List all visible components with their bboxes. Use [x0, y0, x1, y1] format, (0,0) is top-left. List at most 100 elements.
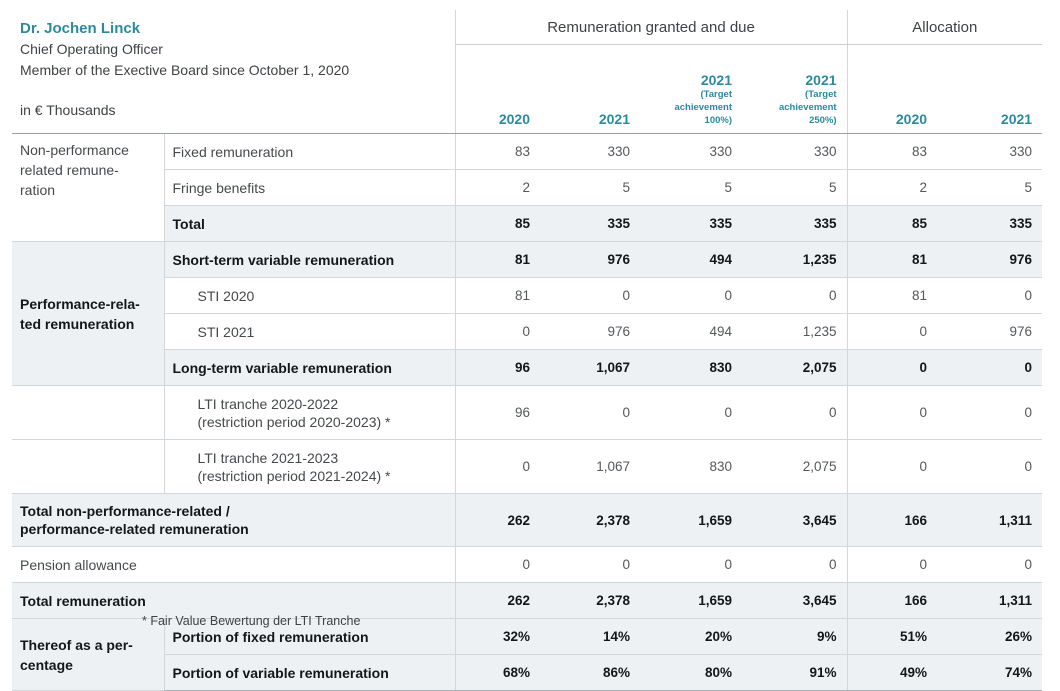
table-row: Total remuneration 262 2,378 1,659 3,645…: [12, 582, 1043, 619]
unit-label: in € Thousands: [20, 102, 116, 118]
table-row: Fringe benefits 2 5 5 5 2 5: [12, 169, 1043, 206]
table-row: STI 2020 81 0 0 0 81 0: [12, 277, 1043, 314]
value-cell: 0: [937, 546, 1043, 583]
value-cell: 335: [937, 205, 1043, 242]
person-name: Dr. Jochen Linck: [20, 20, 141, 37]
value-cell: 0: [640, 546, 743, 583]
value-cell: 494: [640, 313, 743, 350]
column-header-2021-target-250: 2021 (Target achievement 250%): [742, 44, 848, 134]
value-cell: 83: [846, 133, 938, 170]
value-cell: 2,075: [742, 349, 848, 386]
value-cell: 20%: [640, 618, 743, 655]
value-cell: 2,378: [540, 582, 641, 619]
table-row: LTI tranche 2021-2023 (restriction perio…: [12, 439, 1043, 494]
footnote: * Fair Value Bewertung der LTI Tranche: [142, 614, 361, 628]
table-row: Non-performance related remune- ration F…: [12, 133, 1043, 242]
value-cell: 0: [540, 546, 641, 583]
value-cell: 1,311: [937, 582, 1043, 619]
column-header-allocation-2021: 2021: [937, 44, 1043, 134]
row-label: Long-term variable remuneration: [164, 349, 456, 386]
value-cell: 0: [846, 349, 938, 386]
value-cell: 5: [937, 169, 1043, 206]
value-cell: 330: [937, 133, 1043, 170]
value-cell: 0: [846, 313, 938, 350]
table-row: Portion of variable remuneration 68% 86%…: [12, 654, 1043, 691]
table-row: STI 2021 0 976 494 1,235 0 976: [12, 313, 1043, 350]
group-header-allocation: Allocation: [846, 10, 1043, 45]
value-cell: 2,378: [540, 493, 641, 547]
value-cell: 83: [454, 133, 541, 170]
table-row: Total 85 335 335 335 85 335: [12, 205, 1043, 242]
value-cell: 3,645: [742, 493, 848, 547]
table-row: Performance-rela- ted remuneration Short…: [12, 241, 1043, 386]
row-label: Short-term variable remuneration: [164, 241, 456, 278]
row-label: STI 2021: [164, 313, 456, 350]
value-cell: 0: [454, 439, 541, 494]
value-cell: 0: [454, 313, 541, 350]
row-label: STI 2020: [164, 277, 456, 314]
value-cell: 74%: [937, 654, 1043, 691]
value-cell: 80%: [640, 654, 743, 691]
value-cell: 0: [742, 546, 848, 583]
value-cell: 976: [937, 241, 1043, 278]
value-cell: 262: [454, 582, 541, 619]
row-label: Total remuneration: [12, 582, 456, 619]
person-title: Chief Operating Officer: [20, 41, 163, 57]
value-cell: 14%: [540, 618, 641, 655]
value-cell: 330: [640, 133, 743, 170]
column-header-2020: 2020: [454, 44, 541, 134]
value-cell: 32%: [454, 618, 541, 655]
value-cell: 0: [640, 385, 743, 440]
value-cell: 1,311: [937, 493, 1043, 547]
value-cell: 830: [640, 349, 743, 386]
row-label: LTI tranche 2021-2023 (restriction perio…: [164, 439, 456, 494]
value-cell: 1,067: [540, 439, 641, 494]
value-cell: 494: [640, 241, 743, 278]
value-cell: 91%: [742, 654, 848, 691]
value-cell: 81: [846, 277, 938, 314]
table-row: Long-term variable remuneration 96 1,067…: [12, 349, 1043, 386]
value-cell: 0: [640, 277, 743, 314]
value-cell: 0: [846, 546, 938, 583]
row-group-label-performance: Performance-rela- ted remuneration: [12, 241, 165, 386]
value-cell: 51%: [846, 618, 938, 655]
value-cell: 81: [454, 277, 541, 314]
value-cell: 0: [937, 349, 1043, 386]
value-cell: 2: [454, 169, 541, 206]
value-cell: 262: [454, 493, 541, 547]
column-header-2021: 2021: [540, 44, 641, 134]
row-label: Total non-performance-related / performa…: [12, 493, 456, 547]
value-cell: 0: [937, 439, 1043, 494]
value-cell: 96: [454, 385, 541, 440]
value-cell: 0: [540, 385, 641, 440]
value-cell: 81: [454, 241, 541, 278]
person-tenure: Member of the Exective Board since Octob…: [20, 62, 350, 78]
row-label: Fringe benefits: [164, 169, 456, 206]
table-row: Total non-performance-related / performa…: [12, 493, 1043, 547]
table-row: Pension allowance 0 0 0 0 0 0: [12, 546, 1043, 583]
value-cell: 96: [454, 349, 541, 386]
value-cell: 976: [540, 241, 641, 278]
value-cell: 5: [540, 169, 641, 206]
value-cell: 0: [742, 277, 848, 314]
header-year-row: 2020 2021 2021 (Target achievement 100%) …: [12, 44, 1043, 134]
row-label: Pension allowance: [12, 546, 456, 583]
row-label: Total: [164, 205, 456, 242]
value-cell: 166: [846, 582, 938, 619]
column-header-allocation-2020: 2020: [846, 44, 938, 134]
value-cell: 976: [937, 313, 1043, 350]
value-cell: 86%: [540, 654, 641, 691]
value-cell: 0: [742, 385, 848, 440]
value-cell: 5: [742, 169, 848, 206]
value-cell: 1,067: [540, 349, 641, 386]
value-cell: 0: [540, 277, 641, 314]
value-cell: 335: [540, 205, 641, 242]
value-cell: 85: [846, 205, 938, 242]
value-cell: 335: [640, 205, 743, 242]
value-cell: 0: [937, 385, 1043, 440]
row-label: Fixed remuneration: [164, 133, 456, 170]
value-cell: 0: [937, 277, 1043, 314]
value-cell: 68%: [454, 654, 541, 691]
value-cell: 85: [454, 205, 541, 242]
value-cell: 3,645: [742, 582, 848, 619]
